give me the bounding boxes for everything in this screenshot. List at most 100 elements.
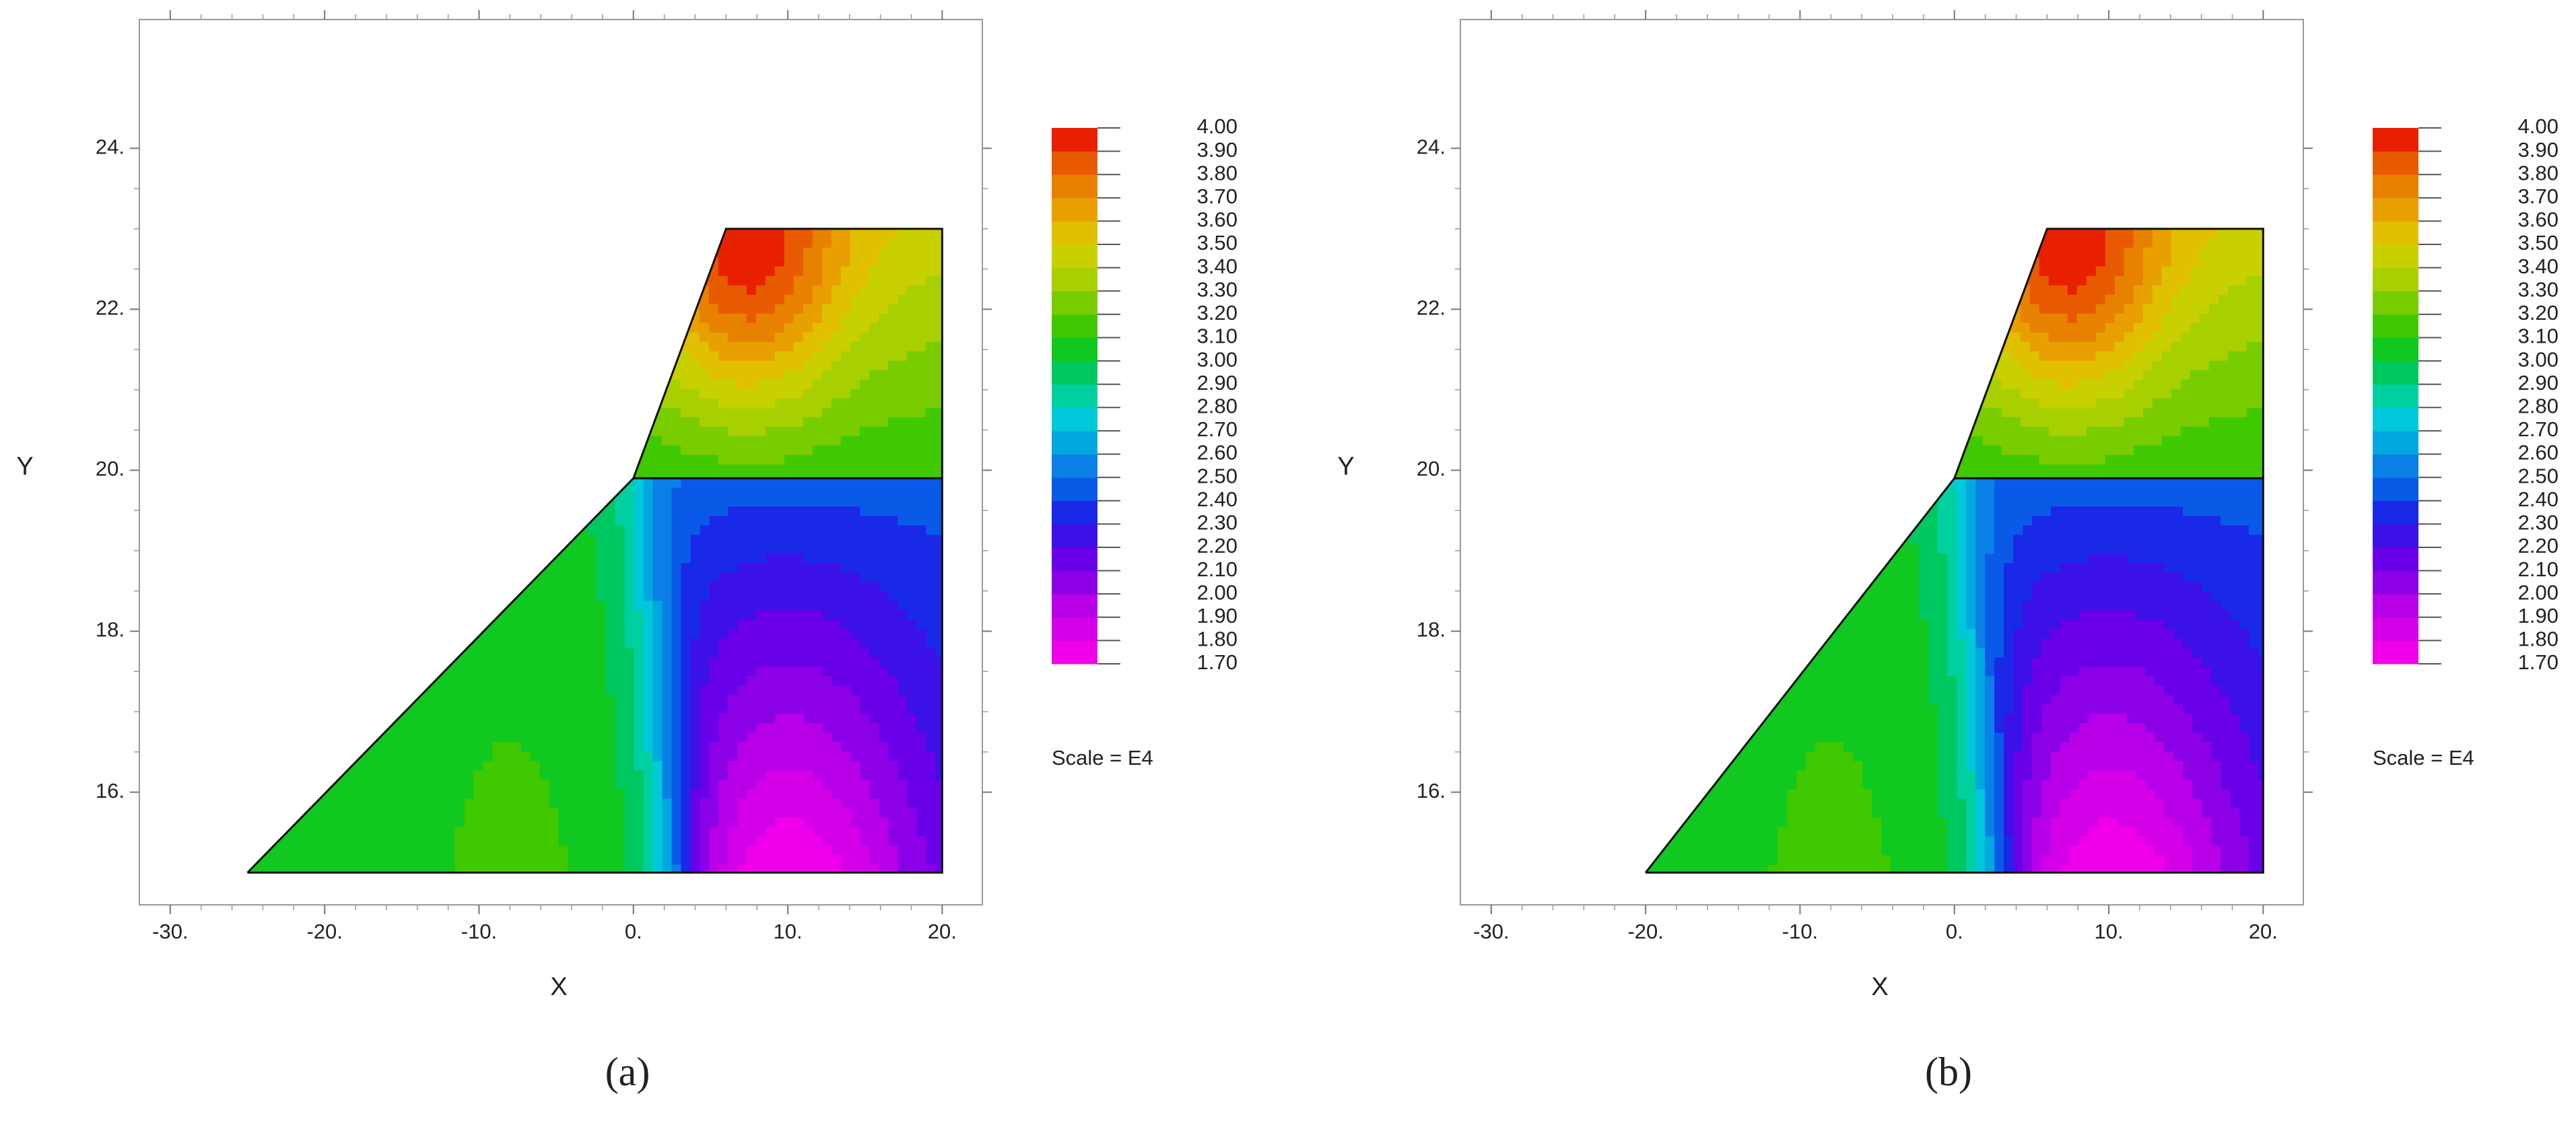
contour-cell (738, 497, 748, 507)
contour-cell (2164, 516, 2174, 526)
contour-cell (2098, 572, 2108, 582)
contour-cell (615, 629, 625, 639)
contour-cell (2211, 676, 2221, 686)
contour-cell (521, 836, 531, 846)
contour-cell (2239, 732, 2249, 743)
contour-cell (2107, 780, 2117, 790)
contour-cell (681, 751, 691, 761)
contour-cell (2079, 487, 2089, 498)
contour-cell (625, 638, 635, 648)
contour-cell (719, 714, 729, 724)
contour-cell (766, 455, 776, 465)
contour-cell (926, 761, 937, 771)
contour-cell (304, 827, 314, 837)
contour-cell (625, 751, 635, 761)
contour-cell (2192, 657, 2202, 667)
contour-cell (465, 798, 475, 809)
contour-cell (757, 629, 767, 639)
contour-cell (681, 770, 691, 780)
contour-cell (2202, 732, 2212, 743)
contour-cell (1881, 761, 1891, 771)
contour-cell (549, 714, 560, 724)
contour-cell (549, 601, 560, 611)
contour-cell (776, 855, 786, 865)
contour-cell (1815, 742, 1825, 752)
contour-cell (889, 478, 899, 488)
contour-cell (869, 417, 879, 428)
contour-cell (908, 817, 918, 827)
contour-cell (1900, 817, 1910, 827)
contour-cell (776, 798, 786, 809)
contour-cell (766, 478, 776, 488)
contour-cell (2173, 516, 2183, 526)
contour-cell (700, 342, 710, 352)
contour-cell (935, 399, 945, 409)
contour-cell (1919, 638, 1929, 648)
contour-cell (1966, 808, 1976, 818)
contour-cell (775, 380, 785, 390)
contour-cell (926, 638, 937, 648)
contour-cell (776, 685, 786, 695)
contour-cell (1872, 685, 1882, 695)
contour-cell (926, 535, 937, 545)
contour-cell (587, 601, 597, 611)
contour-cell (625, 601, 635, 611)
contour-cell (1957, 553, 1967, 564)
contour-cell (1900, 563, 1910, 573)
contour-cell (766, 535, 776, 545)
contour-cell (2239, 742, 2249, 752)
contour-cell (747, 257, 757, 267)
contour-cell (728, 304, 738, 314)
contour-cell (2051, 789, 2061, 799)
contour-cell (718, 436, 728, 446)
contour-cell (663, 516, 673, 526)
contour-cell (870, 497, 880, 507)
contour-cell (2221, 808, 2231, 818)
contour-cell (2230, 516, 2240, 526)
contour-cell (917, 667, 927, 677)
contour-cell (2211, 648, 2221, 658)
contour-cell (2173, 535, 2183, 545)
contour-cell (606, 789, 616, 799)
contour-cell (794, 563, 805, 573)
contour-cell (2183, 610, 2193, 620)
contour-cell (710, 591, 720, 601)
contour-cell (502, 732, 512, 743)
contour-cell (860, 465, 870, 475)
contour-cell (455, 827, 465, 837)
contour-cell (531, 610, 541, 620)
contour-cell (766, 351, 776, 362)
contour-cell (540, 789, 550, 799)
contour-cell (889, 657, 899, 667)
contour-cell (785, 770, 795, 780)
contour-cell (897, 314, 908, 324)
contour-cell (2249, 751, 2259, 761)
contour-cell (1994, 553, 2004, 564)
contour-cell (926, 417, 936, 428)
contour-cell (757, 648, 767, 658)
contour-cell (653, 846, 663, 856)
contour-cell (851, 789, 861, 799)
contour-cell (936, 591, 946, 601)
contour-cell (2221, 487, 2231, 498)
contour-cell (2221, 544, 2231, 554)
contour-cell (897, 276, 908, 286)
colorbar-label: 3.80 (1197, 161, 1238, 184)
contour-cell (672, 497, 682, 507)
contour-cell (794, 497, 805, 507)
contour-cell (1966, 544, 1976, 554)
contour-cell (728, 544, 739, 554)
contour-cell (917, 761, 927, 771)
contour-cell (776, 817, 786, 827)
contour-cell (342, 780, 352, 790)
contour-cell (700, 789, 710, 799)
contour-cell (540, 732, 550, 743)
contour-cell (794, 446, 804, 456)
contour-cell (2041, 544, 2052, 554)
contour-cell (1749, 817, 1759, 827)
contour-cell (851, 667, 861, 677)
contour-cell (2202, 704, 2212, 714)
contour-cell (606, 516, 616, 526)
contour-cell (502, 601, 512, 611)
contour-cell (1891, 619, 1901, 629)
